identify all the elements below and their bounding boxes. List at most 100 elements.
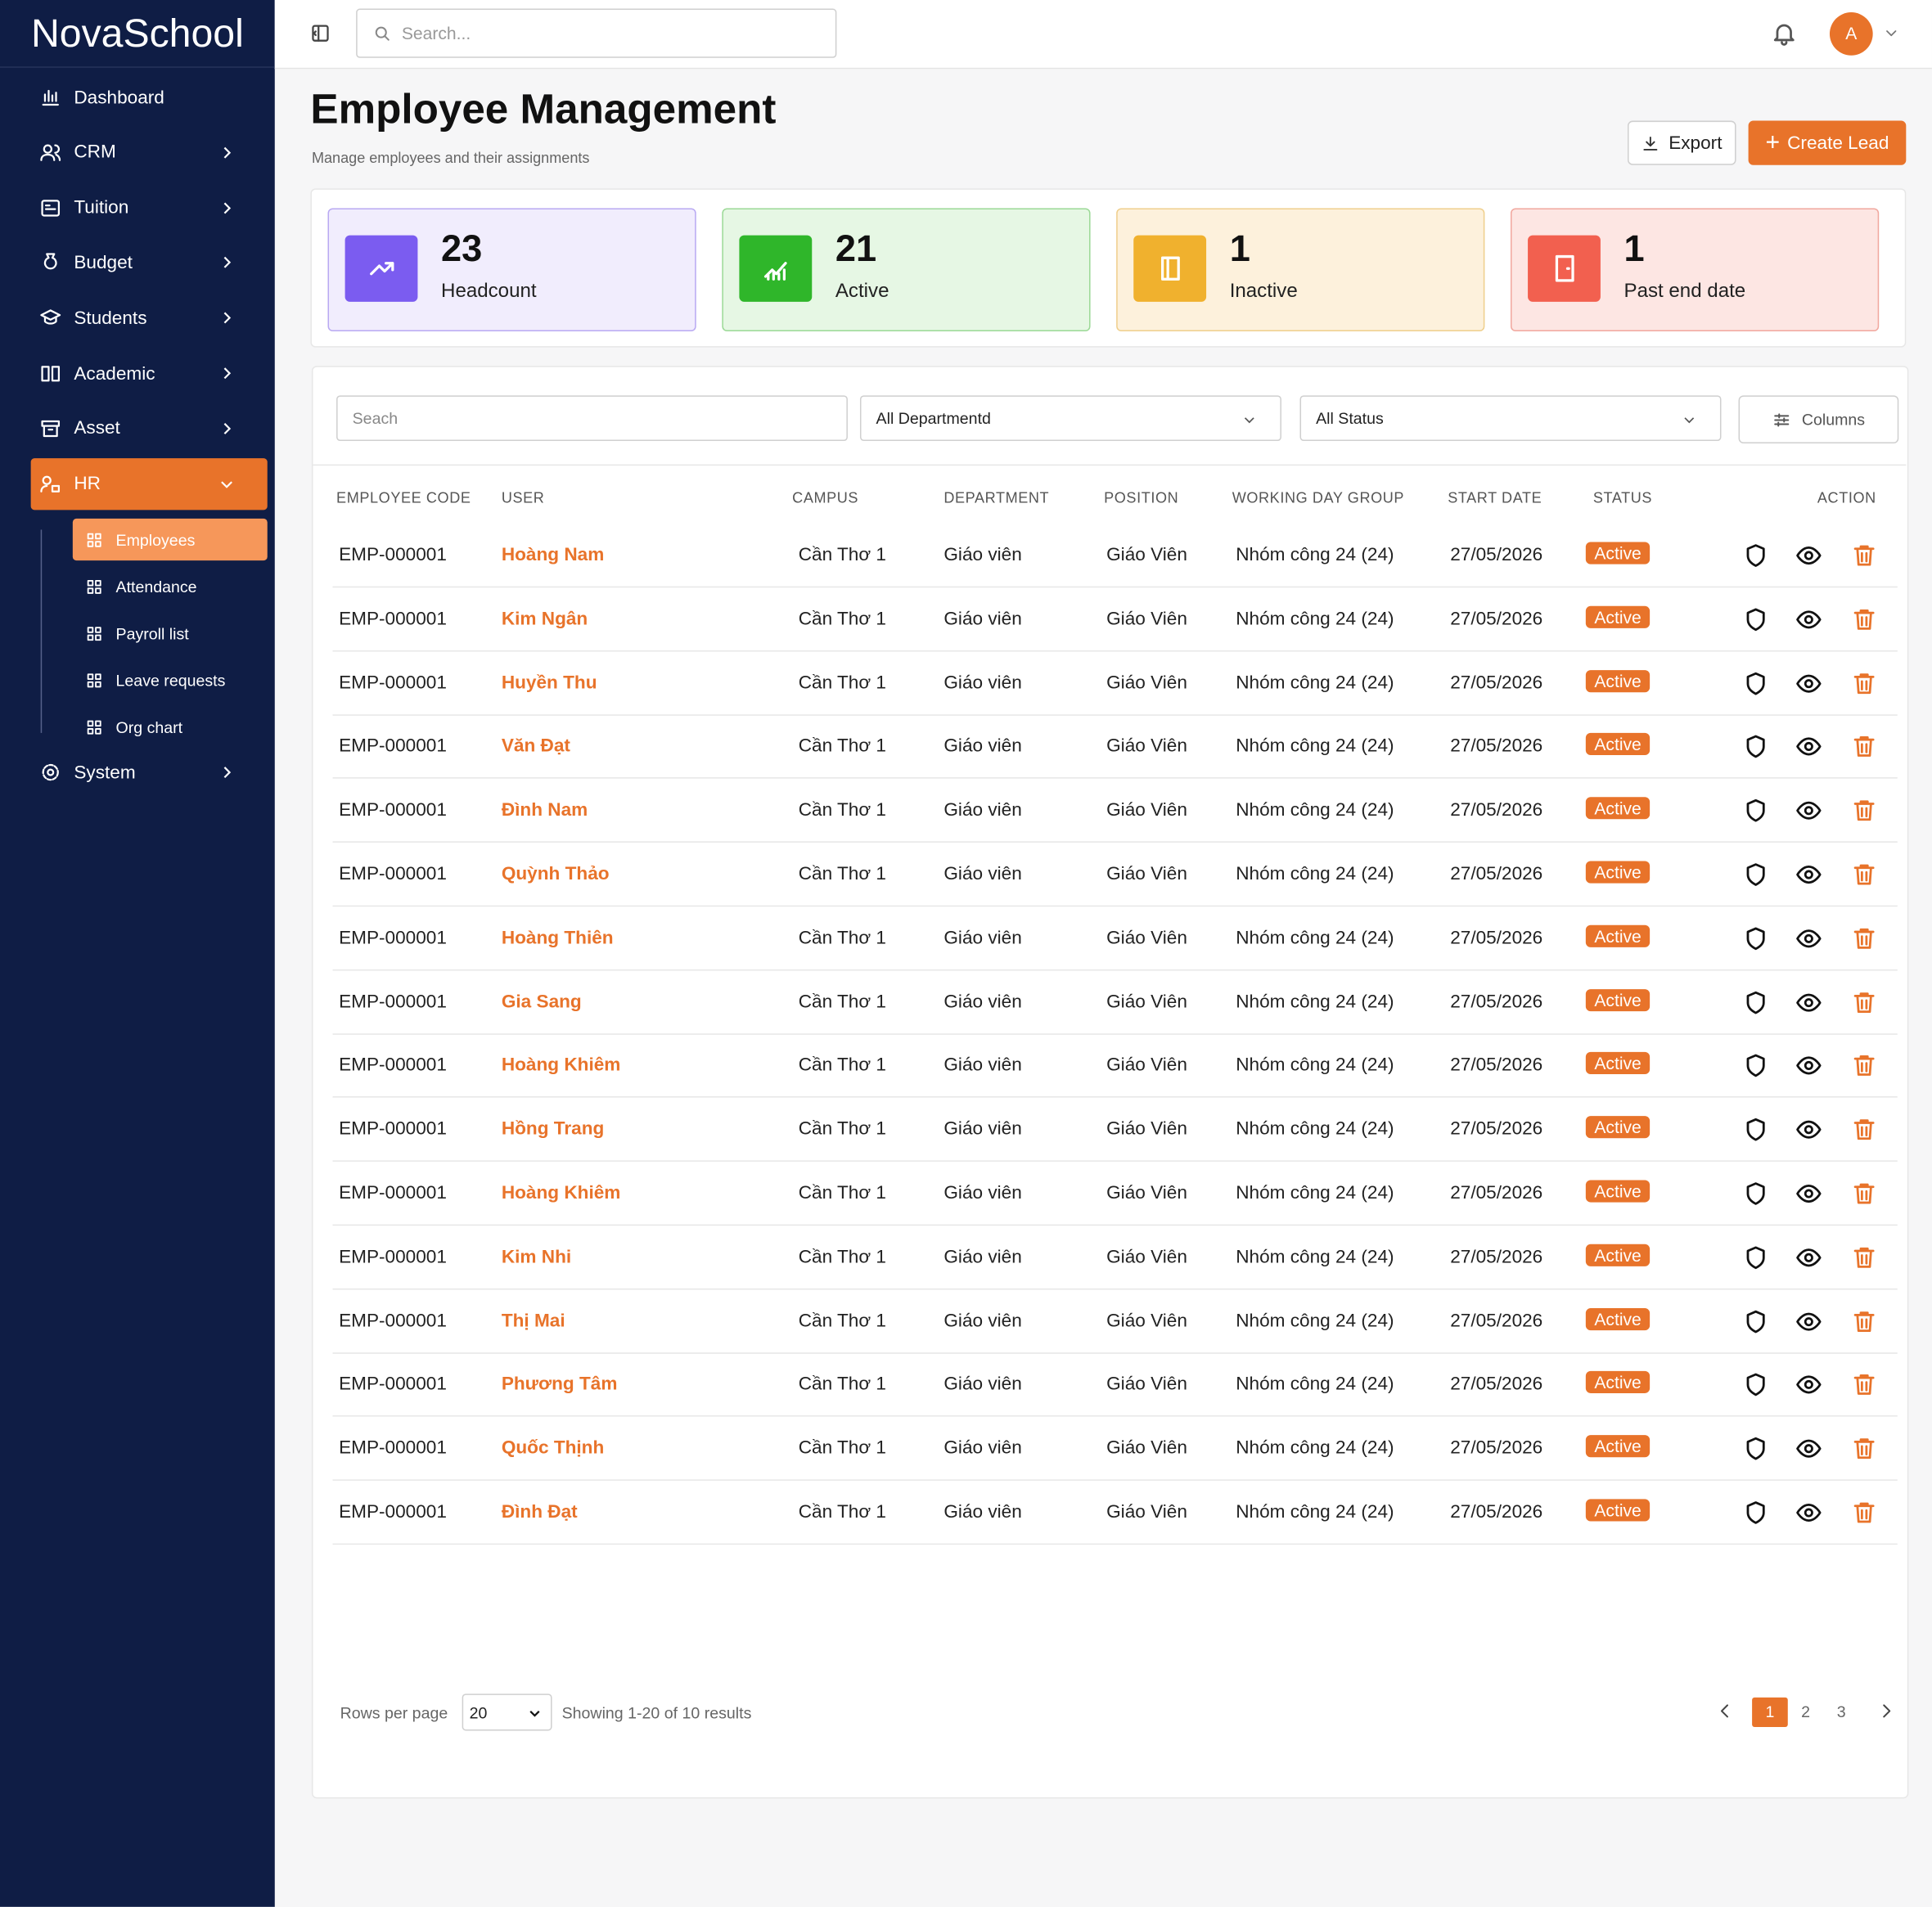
nav-item[interactable]: System — [31, 746, 268, 798]
avatar[interactable]: A — [1829, 12, 1873, 56]
view-action[interactable] — [1795, 1244, 1822, 1277]
page-number[interactable]: 3 — [1836, 1702, 1846, 1721]
role-action[interactable] — [1742, 861, 1769, 894]
user-link[interactable]: Phương Tâm — [501, 1374, 618, 1396]
role-action[interactable] — [1742, 924, 1769, 958]
user-link[interactable]: Thị Mai — [501, 1310, 565, 1332]
columns-button[interactable]: Columns — [1738, 395, 1899, 444]
role-action[interactable] — [1742, 1052, 1769, 1086]
table-cell: Giáo viên — [943, 544, 1022, 566]
prev-page[interactable] — [1715, 1701, 1735, 1727]
delete-action[interactable] — [1851, 1052, 1878, 1086]
submenu-item[interactable]: Org chart — [73, 706, 268, 748]
delete-action[interactable] — [1851, 733, 1878, 767]
role-action[interactable] — [1742, 542, 1769, 576]
user-link[interactable]: Đình Đạt — [501, 1501, 578, 1523]
role-action[interactable] — [1742, 988, 1769, 1022]
delete-action[interactable] — [1851, 797, 1878, 830]
view-action[interactable] — [1795, 988, 1822, 1022]
user-link[interactable]: Huyền Thu — [501, 672, 597, 694]
nav-item[interactable]: Asset — [31, 403, 268, 454]
role-action[interactable] — [1742, 1244, 1769, 1277]
filter-search[interactable]: Seach — [336, 395, 848, 442]
nav-item[interactable]: Students — [31, 292, 268, 344]
view-action[interactable] — [1795, 1307, 1822, 1341]
submenu-item[interactable]: Attendance — [73, 565, 268, 607]
search-box[interactable]: Search... — [356, 8, 837, 58]
role-action[interactable] — [1742, 1116, 1769, 1149]
user-link[interactable]: Hồng Trang — [501, 1118, 605, 1140]
user-link[interactable]: Hoàng Thiên — [501, 927, 614, 949]
delete-action[interactable] — [1851, 1499, 1878, 1532]
user-link[interactable]: Đình Nam — [501, 799, 588, 821]
view-action[interactable] — [1795, 542, 1822, 576]
delete-action[interactable] — [1851, 1180, 1878, 1213]
view-action[interactable] — [1795, 1116, 1822, 1149]
delete-action[interactable] — [1851, 1307, 1878, 1341]
nav-item[interactable]: Budget — [31, 237, 268, 289]
role-action[interactable] — [1742, 669, 1769, 703]
create-lead-button[interactable]: + Create Lead — [1748, 120, 1907, 165]
user-link[interactable]: Kim Ngân — [501, 608, 588, 630]
user-link[interactable]: Quốc Thịnh — [501, 1437, 605, 1459]
delete-action[interactable] — [1851, 542, 1878, 576]
view-action[interactable] — [1795, 605, 1822, 639]
view-action[interactable] — [1795, 669, 1822, 703]
role-action[interactable] — [1742, 1180, 1769, 1213]
view-action[interactable] — [1795, 861, 1822, 894]
page-subtitle: Manage employees and their assignments — [311, 149, 590, 167]
submenu-item[interactable]: Leave requests — [73, 659, 268, 701]
delete-action[interactable] — [1851, 861, 1878, 894]
table-cell: Giáo viên — [943, 863, 1022, 885]
delete-action[interactable] — [1851, 1116, 1878, 1149]
nav-item[interactable]: Dashboard — [31, 71, 268, 123]
user-link[interactable]: Quỳnh Thảo — [501, 863, 610, 885]
view-action[interactable] — [1795, 797, 1822, 830]
submenu-item[interactable]: Payroll list — [73, 612, 268, 654]
role-action[interactable] — [1742, 1499, 1769, 1532]
nav-item[interactable]: CRM — [31, 127, 268, 178]
avatar-menu[interactable] — [1883, 25, 1900, 48]
stat-tile: 21 Active — [722, 208, 1091, 332]
role-action[interactable] — [1742, 1435, 1769, 1468]
delete-action[interactable] — [1851, 1244, 1878, 1277]
status-filter[interactable]: All Status — [1299, 395, 1722, 442]
view-action[interactable] — [1795, 1180, 1822, 1213]
user-link[interactable]: Hoàng Nam — [501, 544, 605, 566]
view-action[interactable] — [1795, 733, 1822, 767]
nav-item[interactable]: Tuition — [31, 182, 268, 233]
delete-action[interactable] — [1851, 1371, 1878, 1405]
department-filter[interactable]: All Departmentd — [859, 395, 1281, 442]
view-action[interactable] — [1795, 1435, 1822, 1468]
delete-action[interactable] — [1851, 988, 1878, 1022]
delete-action[interactable] — [1851, 605, 1878, 639]
user-link[interactable]: Văn Đạt — [501, 735, 570, 758]
role-action[interactable] — [1742, 605, 1769, 639]
submenu-item[interactable]: Employees — [72, 518, 268, 561]
page-number[interactable]: 2 — [1801, 1702, 1811, 1721]
notifications[interactable] — [1771, 20, 1798, 53]
export-button[interactable]: Export — [1628, 120, 1736, 165]
sidebar-toggle[interactable] — [309, 22, 331, 51]
delete-action[interactable] — [1851, 669, 1878, 703]
view-action[interactable] — [1795, 1371, 1822, 1405]
role-action[interactable] — [1742, 1307, 1769, 1341]
nav-item[interactable]: HR — [30, 457, 268, 510]
role-action[interactable] — [1742, 797, 1769, 830]
user-link[interactable]: Kim Nhi — [501, 1246, 572, 1268]
next-page[interactable] — [1876, 1701, 1896, 1727]
role-action[interactable] — [1742, 733, 1769, 767]
delete-action[interactable] — [1851, 1435, 1878, 1468]
user-link[interactable]: Gia Sang — [501, 991, 582, 1013]
nav-item[interactable]: Academic — [31, 348, 268, 399]
delete-action[interactable] — [1851, 924, 1878, 958]
rows-per-page-select[interactable]: 20 — [462, 1693, 552, 1731]
view-action[interactable] — [1795, 1052, 1822, 1086]
user-link[interactable]: Hoàng Khiêm — [501, 1182, 621, 1204]
table-cell: Nhóm công 24 (24) — [1236, 1118, 1394, 1140]
view-action[interactable] — [1795, 924, 1822, 958]
role-action[interactable] — [1742, 1371, 1769, 1405]
view-action[interactable] — [1795, 1499, 1822, 1532]
user-link[interactable]: Hoàng Khiêm — [501, 1055, 621, 1077]
page-number[interactable]: 1 — [1752, 1697, 1788, 1727]
